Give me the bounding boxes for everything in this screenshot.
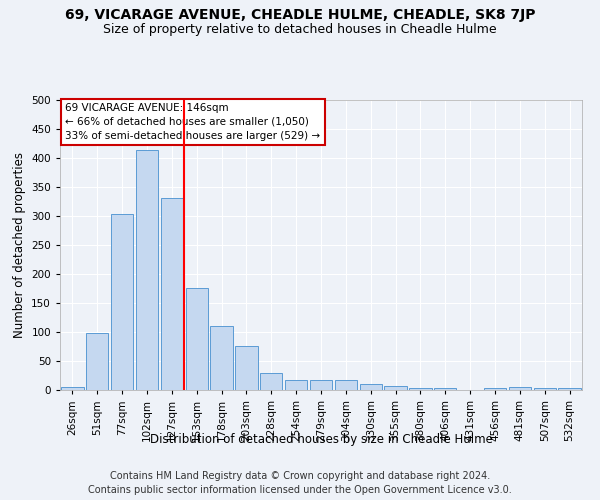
Bar (335, 380, 357, 390)
Bar (111, 214, 133, 390)
Bar (509, 386, 531, 390)
Text: 69 VICARAGE AVENUE: 146sqm
← 66% of detached houses are smaller (1,050)
33% of s: 69 VICARAGE AVENUE: 146sqm ← 66% of deta… (65, 103, 320, 141)
Bar (285, 380, 307, 390)
Bar (61, 387, 83, 390)
Bar (385, 386, 407, 390)
Bar (161, 198, 183, 390)
Bar (359, 384, 382, 390)
Text: 69, VICARAGE AVENUE, CHEADLE HULME, CHEADLE, SK8 7JP: 69, VICARAGE AVENUE, CHEADLE HULME, CHEA… (65, 8, 535, 22)
Bar (211, 326, 233, 390)
Bar (310, 380, 332, 390)
Bar (533, 388, 556, 390)
Bar (409, 388, 431, 390)
Bar (136, 150, 158, 390)
Bar (185, 288, 208, 390)
Y-axis label: Number of detached properties: Number of detached properties (13, 152, 26, 338)
Bar (434, 388, 457, 390)
Text: Distribution of detached houses by size in Cheadle Hulme: Distribution of detached houses by size … (149, 432, 493, 446)
Bar (260, 373, 283, 390)
Text: Contains HM Land Registry data © Crown copyright and database right 2024.
Contai: Contains HM Land Registry data © Crown c… (88, 471, 512, 495)
Text: Size of property relative to detached houses in Cheadle Hulme: Size of property relative to detached ho… (103, 22, 497, 36)
Bar (86, 332, 109, 390)
Bar (235, 346, 257, 390)
Bar (559, 388, 581, 390)
Bar (484, 388, 506, 390)
